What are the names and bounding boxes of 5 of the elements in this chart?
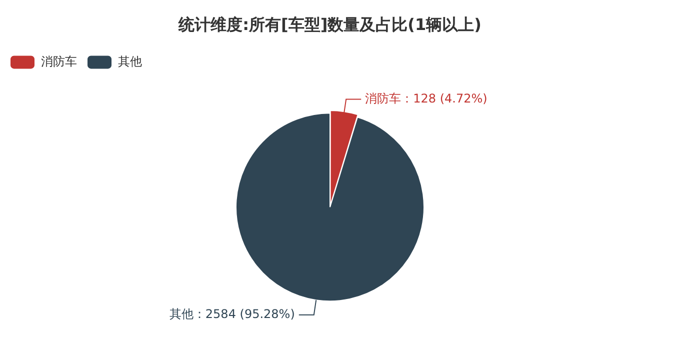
data-label: 消防车：128 (4.72%): [365, 91, 488, 106]
legend-label: 消防车: [41, 54, 77, 68]
chart-title: 统计维度:所有[车型]数量及占比(1辆以上): [178, 14, 482, 34]
data-label: 其他：2584 (95.28%): [169, 307, 295, 322]
legend-label: 其他: [118, 54, 142, 68]
